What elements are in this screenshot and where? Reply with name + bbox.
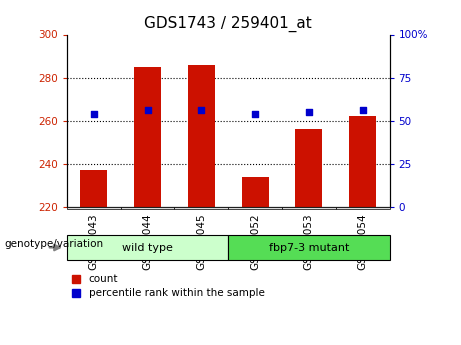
Text: wild type: wild type (122, 243, 173, 253)
Text: fbp7-3 mutant: fbp7-3 mutant (269, 243, 349, 253)
Bar (174, 207, 228, 209)
Title: GDS1743 / 259401_at: GDS1743 / 259401_at (144, 16, 312, 32)
Bar (296, 129, 322, 207)
Point (90, 111, 97, 117)
Point (359, 107, 366, 113)
Bar (134, 67, 161, 207)
Bar (121, 207, 174, 209)
Bar (188, 65, 215, 207)
Legend: count, percentile rank within the sample: count, percentile rank within the sample (72, 274, 265, 298)
Bar (242, 177, 268, 207)
Point (305, 109, 313, 115)
Bar (228, 207, 282, 209)
Bar (80, 170, 107, 207)
Bar (67, 207, 121, 209)
Bar (228, 235, 390, 260)
Bar (336, 207, 390, 209)
Point (198, 107, 205, 113)
Point (144, 107, 151, 113)
Bar (349, 117, 376, 207)
Text: genotype/variation: genotype/variation (5, 239, 104, 249)
Bar (282, 207, 336, 209)
Point (251, 111, 259, 117)
Bar (67, 235, 228, 260)
